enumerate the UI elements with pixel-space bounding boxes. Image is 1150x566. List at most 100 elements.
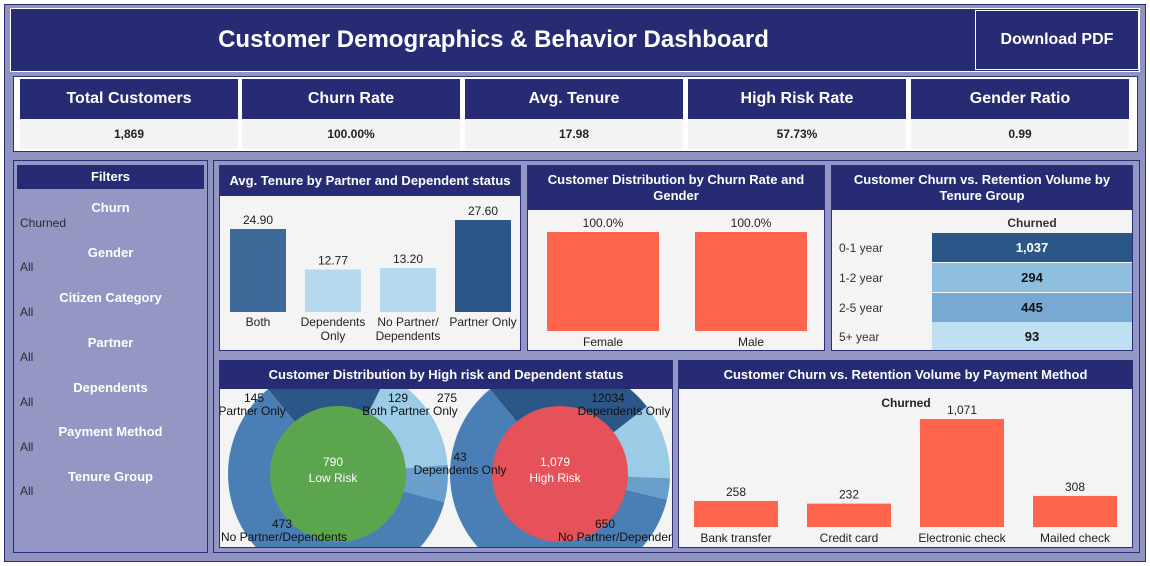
- table-row-label: 2-5 year: [839, 301, 884, 315]
- bar[interactable]: [305, 269, 361, 312]
- page-title: Customer Demographics & Behavior Dashboa…: [218, 26, 769, 53]
- donut-center-label: High Risk: [529, 471, 581, 485]
- category-label: Female: [583, 335, 623, 349]
- data-label: 308: [1065, 480, 1085, 494]
- filters-title: Filters: [17, 165, 204, 189]
- kpi-strip: Total Customers 1,869 Churn Rate 100.00%…: [13, 76, 1138, 152]
- filter-churn-label: Churn: [91, 200, 130, 215]
- filter-dependents-value[interactable]: All: [20, 395, 34, 409]
- category-label: Partner Only: [449, 315, 516, 329]
- category-label: Bank transfer: [700, 531, 771, 545]
- data-label: 27.60: [468, 204, 498, 218]
- panel-title: Customer Distribution by Churn Rate and …: [528, 166, 824, 210]
- filter-payment-method-label: Payment Method: [58, 424, 163, 439]
- risk-dependent-panel: Customer Distribution by High risk and D…: [219, 360, 673, 548]
- bar[interactable]: [807, 503, 891, 527]
- filter-dependents-label: Dependents: [73, 380, 148, 395]
- kpi-value: 1,869: [20, 119, 238, 149]
- table-cell: 445: [932, 293, 1132, 322]
- bar[interactable]: [230, 229, 286, 312]
- chart-subtitle: Churned: [881, 396, 930, 410]
- category-label: Only: [321, 329, 346, 343]
- segment-label: 43: [453, 450, 467, 464]
- data-label: 100.0%: [583, 216, 624, 230]
- kpi-gender-ratio: Gender Ratio 0.99: [911, 79, 1129, 149]
- category-label: Credit card: [820, 531, 879, 545]
- segment-label: No Partner/Dependents: [558, 530, 672, 544]
- segment-label: No Partner/Dependents: [221, 530, 347, 544]
- table-column-header: Churned: [1007, 216, 1057, 230]
- donut-center-value: 1,079: [540, 455, 570, 469]
- filter-gender-label: Gender: [87, 245, 134, 260]
- data-label: 24.90: [243, 213, 273, 227]
- donut-center: [492, 406, 628, 542]
- data-label: 100.0%: [731, 216, 772, 230]
- kpi-label: Avg. Tenure: [465, 79, 683, 119]
- filter-payment-method-value[interactable]: All: [20, 440, 34, 454]
- table-row-label: 5+ year: [839, 330, 880, 344]
- segment-label: Partner Only: [220, 404, 286, 418]
- category-label: Dependents: [376, 329, 441, 343]
- data-label: 232: [839, 488, 859, 502]
- bar[interactable]: [1033, 495, 1117, 527]
- bar[interactable]: [695, 232, 807, 331]
- panel-title: Customer Churn vs. Retention Volume by T…: [832, 166, 1132, 210]
- segment-label: 129: [388, 391, 408, 405]
- table-cell: 1,037: [932, 233, 1132, 262]
- filter-partner-value[interactable]: All: [20, 350, 34, 364]
- dashboard-header: Customer Demographics & Behavior Dashboa…: [10, 8, 1140, 72]
- donut-center: [270, 406, 406, 542]
- table-cell: 294: [932, 263, 1132, 292]
- kpi-value: 100.00%: [242, 119, 460, 149]
- kpi-churn-rate: Churn Rate 100.00%: [242, 79, 460, 149]
- filter-tenure-group-label: Tenure Group: [68, 469, 153, 484]
- bar[interactable]: [547, 232, 659, 331]
- data-label: 13.20: [393, 252, 423, 266]
- bar[interactable]: [694, 500, 778, 527]
- kpi-value: 0.99: [911, 119, 1129, 149]
- kpi-total-customers: Total Customers 1,869: [20, 79, 238, 149]
- category-label: Electronic check: [918, 531, 1006, 545]
- bar[interactable]: [380, 268, 436, 312]
- category-label: Both: [246, 315, 271, 329]
- bar[interactable]: [920, 418, 1004, 527]
- donut-center-label: Low Risk: [309, 471, 359, 485]
- payment-method-chart: Churned 258 Bank transfer 232 Credit card 1,0…: [694, 396, 1117, 545]
- panel-title: Customer Distribution by High risk and D…: [220, 361, 672, 389]
- churn-gender-chart: 100.0% Female 100.0% Male: [547, 216, 807, 349]
- churn-gender-panel: Customer Distribution by Churn Rate and …: [527, 165, 825, 351]
- segment-label: 275: [437, 391, 457, 405]
- table-cell: 93: [932, 322, 1132, 350]
- segment-label: 650: [595, 517, 615, 531]
- table-row-label: 0-1 year: [839, 241, 884, 255]
- payment-method-panel: Customer Churn vs. Retention Volume by P…: [678, 360, 1133, 548]
- tenure-group-panel: Customer Churn vs. Retention Volume by T…: [831, 165, 1133, 351]
- data-label: 12.77: [318, 253, 348, 267]
- kpi-label: Gender Ratio: [911, 79, 1129, 119]
- panel-title: Customer Churn vs. Retention Volume by P…: [679, 361, 1132, 389]
- segment-label: 473: [272, 517, 292, 531]
- category-label: No Partner/: [377, 315, 439, 329]
- filter-citizen-category-label: Citizen Category: [59, 290, 162, 305]
- donut-center-value: 790: [323, 455, 343, 469]
- data-label: 258: [726, 485, 746, 499]
- data-label: 1,071: [947, 403, 977, 417]
- filters-panel: Filters Churn Churned Gender All Citizen…: [13, 160, 208, 553]
- kpi-value: 57.73%: [688, 119, 906, 149]
- segment-label: Dependents Only: [578, 404, 671, 418]
- filter-churn-value[interactable]: Churned: [20, 216, 67, 230]
- kpi-label: Total Customers: [20, 79, 238, 119]
- segment-label: 145: [244, 391, 264, 405]
- kpi-high-risk-rate: High Risk Rate 57.73%: [688, 79, 906, 149]
- segment-label: Dependents Only: [414, 463, 507, 477]
- category-label: Mailed check: [1040, 531, 1111, 545]
- avg-tenure-chart: 24.90 Both 12.77 Dependents Only 13.20 No Part…: [230, 204, 517, 343]
- filter-gender-value[interactable]: All: [20, 260, 34, 274]
- segment-label: 12034: [591, 391, 625, 405]
- filter-tenure-group-value[interactable]: All: [20, 484, 34, 498]
- filter-citizen-category-value[interactable]: All: [20, 305, 34, 319]
- bar[interactable]: [455, 220, 511, 312]
- download-pdf-button[interactable]: Download PDF: [975, 10, 1139, 70]
- avg-tenure-panel: Avg. Tenure by Partner and Dependent sta…: [219, 165, 521, 351]
